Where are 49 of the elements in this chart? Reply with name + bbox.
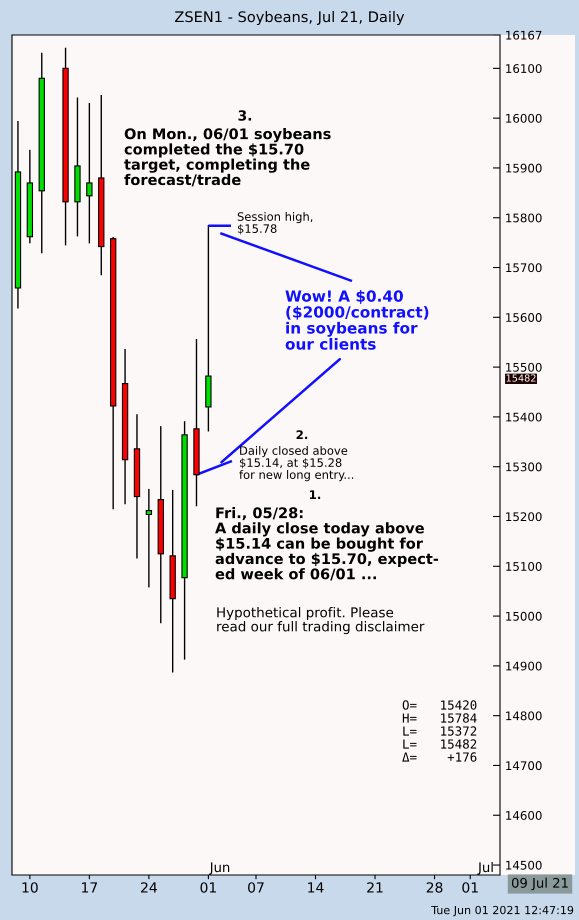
x-tick-label: 01 [462,882,478,893]
y-tick-label: 14900 [506,662,542,671]
annotation: Jul [477,862,493,875]
annotation: O= 15420 [402,700,476,710]
y-tick-label: 14600 [506,810,542,820]
chart-title: ZSEN1 - Soybeans, Jul 21, Daily [175,10,404,26]
x-tick-label: 14 [308,882,324,892]
annotation: L= 15482 [403,739,476,749]
y-tick-label: 15900 [506,164,542,173]
annotation: Wow! A $0.40 ($2000/contract) in soybeans for our clients [285,290,428,350]
y-tick-label: 15800 [506,213,542,222]
y-tick-label: 16000 [506,114,542,123]
annotation: Session high, $15.78 [238,212,312,234]
x-tick-label: 24 [141,882,157,892]
annotation: Fri., 05/28: A daily close today above $15.14 can be bought for advance to $15.70, expect- ed week of 06/01 ... [215,507,438,581]
annotation: Daily closed above $15.14, at $15.28 for new long entry... [239,446,354,482]
x-tick-label: 21 [367,882,383,892]
annotation: Δ= +176 [402,752,476,762]
y-tick-label: 16167 [506,30,542,40]
y-tick-label: 14500 [506,860,542,870]
annotation: L= 15372 [403,726,476,736]
x-tick-label: 10 [22,882,38,893]
y-tick-label: 16100 [506,64,542,74]
y-tick-label: 15300 [506,462,542,472]
annotation: H= 15784 [402,713,477,723]
candlestick [146,488,152,588]
x-tick-label: 01 [200,882,216,893]
annotation: 2. [296,430,308,439]
y-tick-label: 15200 [506,512,542,522]
text: 15482 [506,374,536,382]
y-tick-label: 15100 [506,562,542,571]
text: Tue Jun 01 2021 12:47:19 [431,906,574,916]
annotation: Jun [209,862,230,875]
y-tick-label: 15500 [506,362,542,372]
y-tick-label: 15000 [506,612,542,621]
annotation: Hypothetical profit. Please read our full trading disclaimer [217,607,424,634]
y-tick-label: 15400 [506,412,542,422]
y-tick-label: 14800 [506,711,542,720]
y-tick-label: 15700 [506,263,542,272]
y-tick-label: 15600 [506,313,542,322]
candlestick [86,103,93,244]
annotation: 1. [310,490,320,499]
x-tick-label: 07 [248,882,264,893]
annotation: 3. [238,110,252,121]
x-tick-label: 28 [426,882,442,893]
annotation: On Mon., 06/01 soybeans completed the $15.70 target, completing the forecast/trade [124,128,331,186]
text: 09 Jul 21 [512,878,568,890]
x-tick-label: 17 [82,882,98,892]
y-tick-label: 14700 [506,761,542,770]
